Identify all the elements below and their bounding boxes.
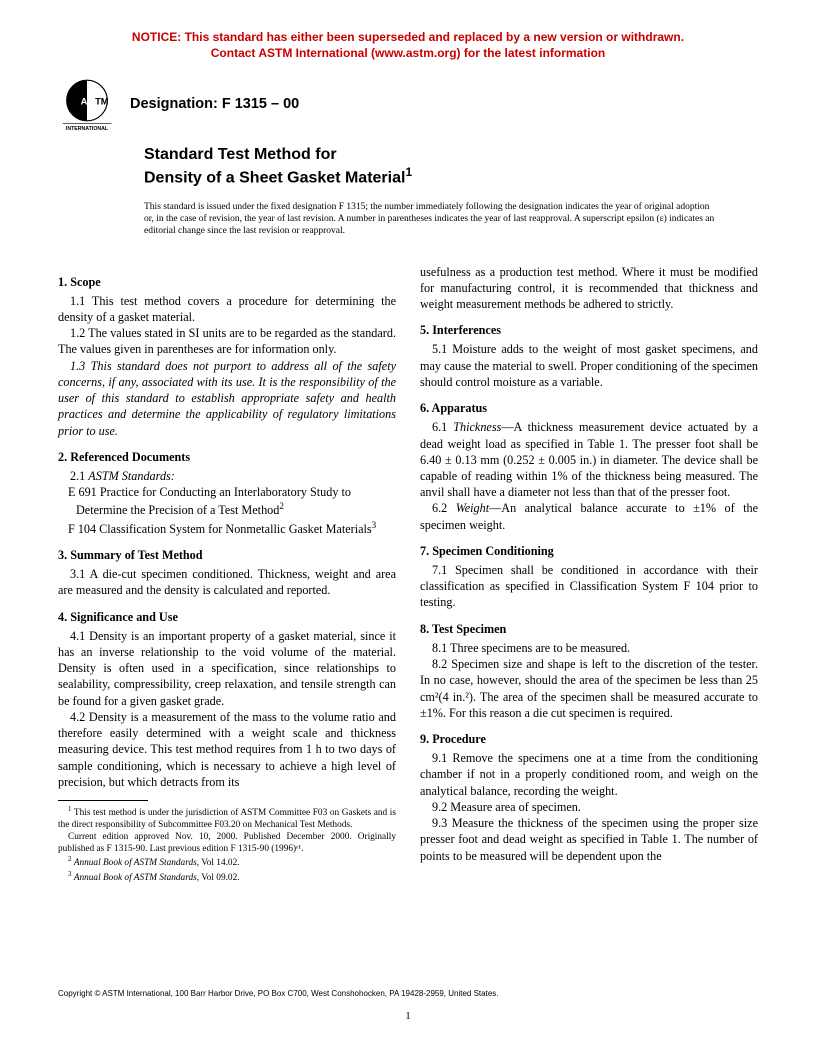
- para-6-1-italic: Thickness: [453, 420, 501, 434]
- para-6-2: 6.2 Weight—An analytical balance accurat…: [420, 500, 758, 532]
- section-5-head: 5. Interferences: [420, 322, 758, 338]
- section-9-head: 9. Procedure: [420, 731, 758, 747]
- para-1-2: 1.2 The values stated in SI units are to…: [58, 325, 396, 357]
- para-9-1: 9.1 Remove the specimens one at a time f…: [420, 750, 758, 799]
- body-columns: 1. Scope 1.1 This test method covers a p…: [58, 264, 758, 884]
- para-9-2: 9.2 Measure area of specimen.: [420, 799, 758, 815]
- para-4-1: 4.1 Density is an important property of …: [58, 628, 396, 709]
- title-line2: Density of a Sheet Gasket Material: [144, 170, 405, 187]
- para-5-1: 5.1 Moisture adds to the weight of most …: [420, 341, 758, 390]
- para-3-1: 3.1 A die-cut specimen conditioned. Thic…: [58, 566, 396, 598]
- footnote-1a-text: This test method is under the jurisdicti…: [58, 808, 396, 830]
- section-1-head: 1. Scope: [58, 274, 396, 290]
- svg-text:INTERNATIONAL: INTERNATIONAL: [66, 126, 109, 132]
- ref-e691-sup: 2: [279, 501, 284, 511]
- title-block: Standard Test Method for Density of a Sh…: [144, 145, 758, 237]
- para-1-3: 1.3 This standard does not purport to ad…: [58, 358, 396, 439]
- standard-title: Standard Test Method for Density of a Sh…: [144, 145, 758, 188]
- designation-text: Designation: F 1315 – 00: [130, 96, 299, 112]
- ref-e691-text: E 691 Practice for Conducting an Interla…: [68, 485, 351, 517]
- ref-f104-text: F 104 Classification System for Nonmetal…: [68, 522, 372, 536]
- para-8-2: 8.2 Specimen size and shape is left to t…: [420, 656, 758, 721]
- notice-line2: Contact ASTM International (www.astm.org…: [211, 46, 605, 60]
- para-1-1: 1.1 This test method covers a procedure …: [58, 293, 396, 325]
- para-6-1: 6.1 Thickness—A thickness measurement de…: [420, 419, 758, 500]
- header-row: AS TM INTERNATIONAL Designation: F 1315 …: [58, 75, 758, 133]
- footnote-3: 3 Annual Book of ASTM Standards, Vol 09.…: [58, 870, 396, 884]
- footnote-rule: [58, 800, 148, 801]
- svg-text:AS: AS: [81, 97, 94, 107]
- section-2-head: 2. Referenced Documents: [58, 449, 396, 465]
- footnote-3-italic: Annual Book of ASTM Standards: [74, 873, 197, 883]
- para-2-1-italic: ASTM Standards:: [88, 469, 175, 483]
- section-4-head: 4. Significance and Use: [58, 609, 396, 625]
- para-9-3: 9.3 Measure the thickness of the specime…: [420, 815, 758, 864]
- section-3-head: 3. Summary of Test Method: [58, 547, 396, 563]
- para-6-2-italic: Weight: [456, 501, 489, 515]
- astm-logo: AS TM INTERNATIONAL: [58, 75, 116, 133]
- para-2-1-label: 2.1: [70, 469, 88, 483]
- notice-line1: NOTICE: This standard has either been su…: [132, 30, 684, 44]
- notice-banner: NOTICE: This standard has either been su…: [58, 30, 758, 61]
- section-8-head: 8. Test Specimen: [420, 621, 758, 637]
- footnote-2-rest: , Vol 14.02.: [197, 859, 240, 869]
- ref-f104: F 104 Classification System for Nonmetal…: [58, 519, 396, 537]
- footnote-3-rest: , Vol 09.02.: [197, 873, 240, 883]
- page-number: 1: [0, 1010, 816, 1022]
- ref-f104-sup: 3: [372, 520, 377, 530]
- title-superscript: 1: [405, 165, 412, 179]
- para-2-1: 2.1 ASTM Standards:: [58, 468, 396, 484]
- ref-e691: E 691 Practice for Conducting an Interla…: [58, 484, 396, 519]
- para-4-2: 4.2 Density is a measurement of the mass…: [58, 709, 396, 790]
- para-8-1: 8.1 Three specimens are to be measured.: [420, 640, 758, 656]
- footnote-2-italic: Annual Book of ASTM Standards: [74, 859, 197, 869]
- section-7-head: 7. Specimen Conditioning: [420, 543, 758, 559]
- title-line1: Standard Test Method for: [144, 146, 337, 163]
- svg-text:TM: TM: [95, 97, 109, 107]
- footnotes-block: 1 This test method is under the jurisdic…: [58, 800, 396, 884]
- issuance-note: This standard is issued under the fixed …: [144, 201, 718, 238]
- footnote-1a: 1 This test method is under the jurisdic…: [58, 805, 396, 831]
- copyright-text: Copyright © ASTM International, 100 Barr…: [58, 989, 499, 998]
- footnote-2: 2 Annual Book of ASTM Standards, Vol 14.…: [58, 855, 396, 869]
- footnote-1b: Current edition approved Nov. 10, 2000. …: [58, 831, 396, 855]
- para-7-1: 7.1 Specimen shall be conditioned in acc…: [420, 562, 758, 611]
- para-6-2-label: 6.2: [432, 501, 456, 515]
- para-6-1-label: 6.1: [432, 420, 453, 434]
- para-4-cont: usefulness as a production test method. …: [420, 264, 758, 313]
- section-6-head: 6. Apparatus: [420, 400, 758, 416]
